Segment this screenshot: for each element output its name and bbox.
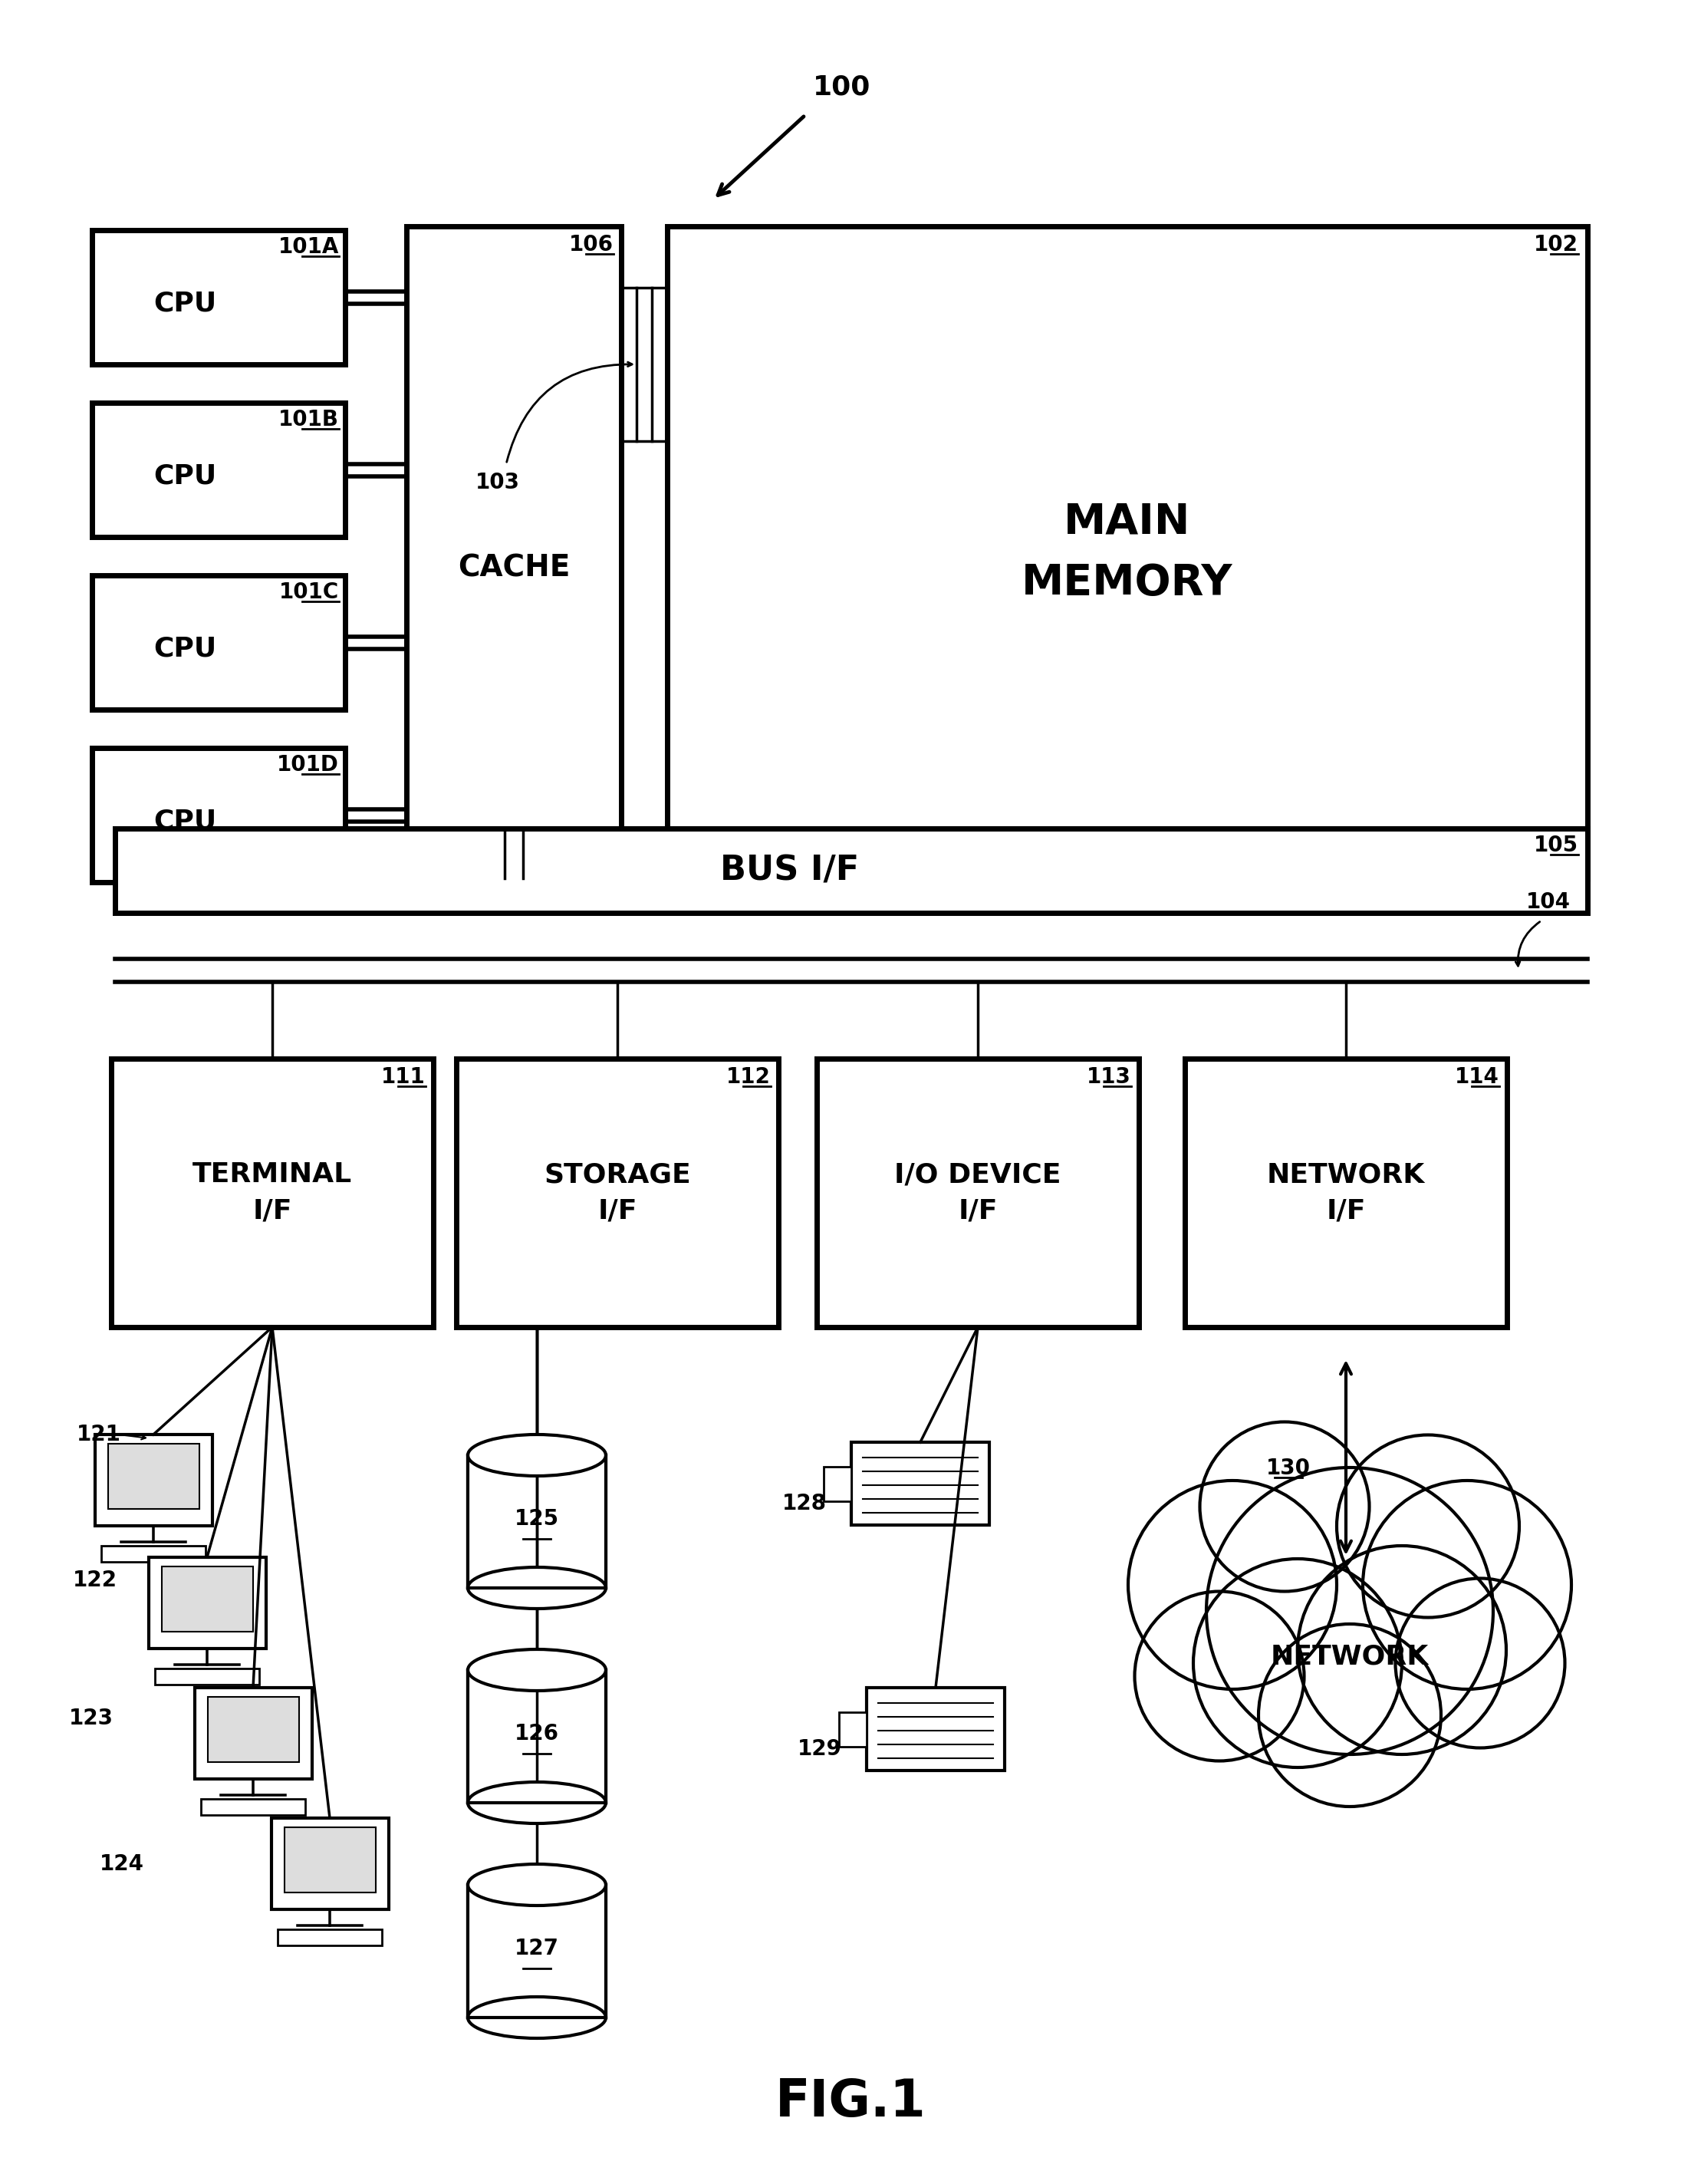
Bar [272,1817,390,1909]
Text: 106: 106 [570,234,614,256]
Text: 113: 113 [1087,1066,1131,1088]
Text: CACHE: CACHE [458,553,570,583]
Ellipse shape [468,1865,606,1904]
Text: 123: 123 [70,1708,114,1730]
Text: STORAGE
I/F: STORAGE I/F [544,1162,691,1225]
Bar [823,1468,850,1500]
Text: CPU: CPU [153,636,216,662]
Text: 101D: 101D [277,753,338,775]
Bar [92,402,345,537]
Circle shape [1206,1468,1493,1754]
Circle shape [1194,1559,1402,1767]
Text: 114: 114 [1454,1066,1499,1088]
Text: 124: 124 [100,1854,145,1874]
Text: BUS I/F: BUS I/F [721,854,859,887]
Circle shape [1199,1422,1369,1592]
Bar [196,1688,311,1780]
Text: 127: 127 [515,1937,560,1959]
Bar [277,1928,383,1946]
Text: MAIN
MEMORY: MAIN MEMORY [1022,502,1233,603]
Bar [155,1669,259,1684]
Text: NETWORK: NETWORK [1271,1645,1429,1671]
Ellipse shape [468,1996,606,2038]
Bar [109,1444,199,1509]
Bar [116,828,1587,913]
Circle shape [1259,1625,1441,1806]
Text: 102: 102 [1534,234,1579,256]
Text: 101A: 101A [277,236,338,258]
Text: CPU: CPU [153,808,216,834]
Bar [284,1828,376,1894]
Bar [92,574,345,710]
Bar [1186,1059,1507,1328]
Text: 105: 105 [1534,834,1579,856]
Bar [866,1688,1005,1771]
Text: 104: 104 [1526,891,1570,913]
Bar [92,747,345,882]
Bar [95,1435,213,1527]
Text: I/O DEVICE
I/F: I/O DEVICE I/F [895,1162,1061,1225]
Text: 130: 130 [1266,1457,1311,1479]
Text: CPU: CPU [153,463,216,489]
Text: FIG.1: FIG.1 [776,2077,925,2127]
Ellipse shape [468,1435,606,1476]
Text: CPU: CPU [153,290,216,317]
Bar [148,1557,265,1649]
Bar [839,1712,866,1747]
Text: 128: 128 [782,1494,827,1514]
Bar [456,1059,779,1328]
Bar [468,1455,606,1588]
Ellipse shape [468,1649,606,1690]
Text: 126: 126 [515,1723,560,1745]
Text: 111: 111 [381,1066,425,1088]
Text: 103: 103 [476,472,521,494]
Circle shape [1363,1481,1572,1688]
Text: 129: 129 [798,1738,842,1760]
Bar [201,1800,304,1815]
Bar [468,1885,606,2018]
Bar [208,1697,299,1762]
Circle shape [1135,1592,1305,1760]
Text: TERMINAL
I/F: TERMINAL I/F [192,1162,352,1225]
Bar [468,1671,606,1802]
Circle shape [1128,1481,1337,1688]
Bar [816,1059,1140,1328]
Ellipse shape [468,1782,606,1824]
Bar [111,1059,434,1328]
Circle shape [1337,1435,1519,1618]
Circle shape [1298,1546,1505,1754]
Bar [102,1546,206,1562]
Text: 122: 122 [73,1570,117,1590]
Bar [667,227,1587,878]
Bar [850,1441,990,1524]
Bar [162,1566,253,1631]
Text: 100: 100 [813,74,871,100]
Text: NETWORK
I/F: NETWORK I/F [1267,1162,1425,1225]
Text: 125: 125 [514,1509,560,1529]
Ellipse shape [468,1568,606,1610]
Text: 101C: 101C [279,581,338,603]
Bar [407,227,621,878]
Text: 112: 112 [726,1066,771,1088]
Circle shape [1395,1579,1565,1747]
Text: 101B: 101B [279,408,338,430]
Bar [92,229,345,365]
Text: 121: 121 [77,1424,121,1446]
